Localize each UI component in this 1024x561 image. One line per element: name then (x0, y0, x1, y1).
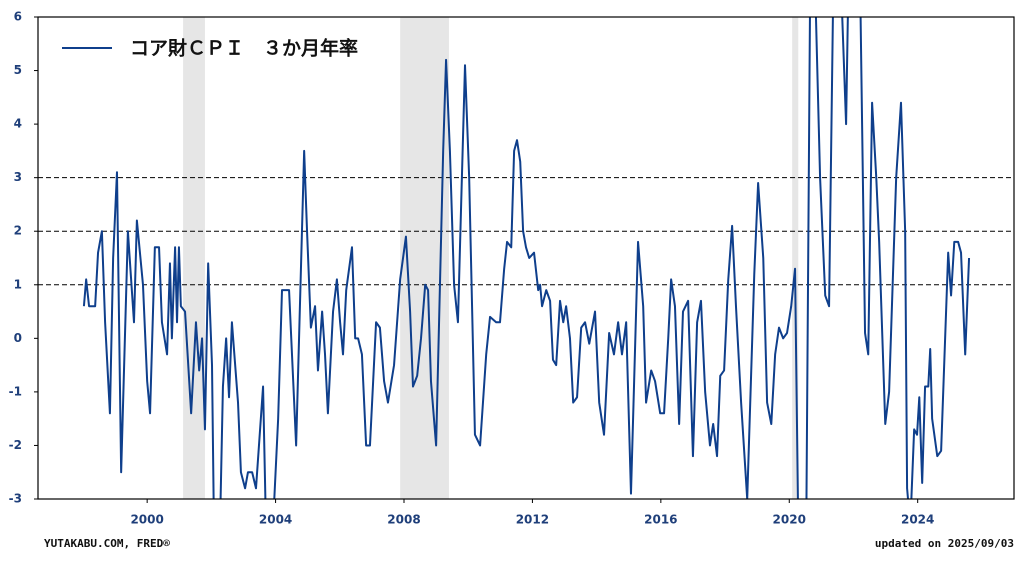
recession-band (183, 17, 205, 499)
legend-label: コア財ＣＰＩ ３か月年率 (130, 37, 358, 60)
y-tick-label: 6 (14, 10, 22, 24)
y-tick-label: 3 (14, 170, 22, 184)
data-line (82, 17, 971, 499)
x-tick-label: 2000 (130, 513, 163, 527)
x-tick-label: 2004 (259, 513, 292, 527)
update-note: updated on 2025/09/03 (875, 537, 1014, 550)
x-tick-label: 2024 (901, 513, 934, 527)
y-tick-label: 0 (14, 331, 22, 345)
y-tick-label: -2 (9, 438, 22, 452)
y-tick-label: -1 (9, 384, 22, 398)
plot-frame (37, 16, 1015, 500)
x-tick-label: 2012 (516, 513, 549, 527)
y-tick-label: 2 (14, 224, 22, 238)
source: YUTAKABU.COM, FRED® (44, 537, 170, 550)
recession-band (792, 17, 799, 499)
y-tick-label: 5 (14, 63, 22, 77)
y-tick-label: -3 (9, 492, 22, 506)
x-tick-label: 2016 (644, 513, 677, 527)
y-tick-label: 4 (14, 117, 22, 131)
x-tick-label: 2008 (387, 513, 420, 527)
y-tick-label: 1 (14, 277, 22, 291)
x-tick-label: 2020 (773, 513, 806, 527)
